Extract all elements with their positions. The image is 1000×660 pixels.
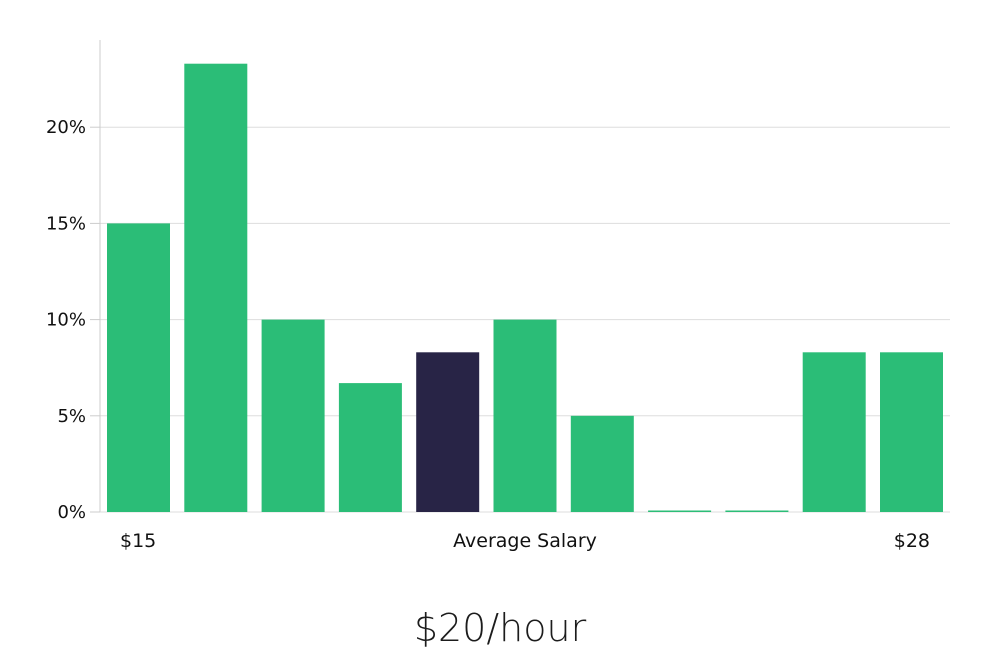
bar	[261, 319, 325, 512]
bar	[184, 63, 248, 512]
y-tick-label: 20%	[46, 117, 86, 138]
bars	[107, 63, 943, 512]
bar-average-salary	[416, 352, 480, 512]
bar	[648, 510, 712, 512]
x-label-max: $28	[894, 530, 930, 552]
bar	[107, 223, 170, 512]
bar	[880, 352, 943, 512]
x-label-min: $15	[120, 530, 156, 552]
bar	[570, 415, 634, 512]
y-tick-labels: 0% 5% 10% 15% 20%	[46, 117, 100, 523]
y-tick-label: 5%	[57, 406, 86, 427]
bar	[493, 319, 557, 512]
salary-histogram: 0% 5% 10% 15% 20% $15 Average Salary $28	[46, 40, 950, 552]
bar	[725, 510, 789, 512]
y-tick-label: 15%	[46, 213, 86, 234]
x-label-average: Average Salary	[453, 530, 597, 552]
bar	[802, 352, 866, 512]
average-salary-value: $20/hour	[413, 606, 587, 650]
y-tick-label: 0%	[57, 502, 86, 523]
bar	[338, 383, 402, 512]
y-tick-label: 10%	[46, 310, 86, 331]
